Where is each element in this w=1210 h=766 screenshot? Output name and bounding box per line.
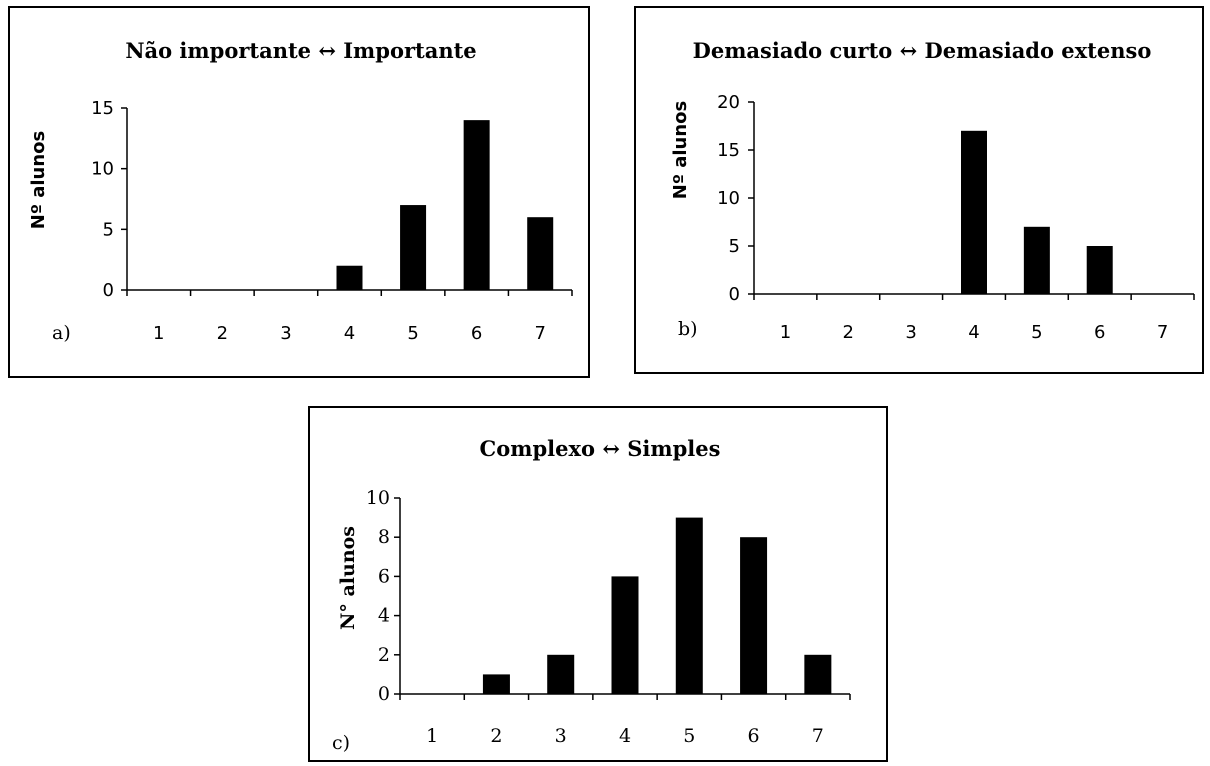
chart-a-x-tick-label: 5 — [407, 323, 418, 344]
chart-a-y-tick-label: 5 — [103, 219, 114, 240]
chart-c-panel-label: c) — [332, 732, 350, 754]
chart-a-x-tick-label: 7 — [534, 323, 545, 344]
chart-c-title: Complexo ↔ Simples — [480, 436, 721, 461]
chart-c-y-tick-label: 6 — [378, 565, 390, 587]
chart-c-y-tick-label: 2 — [378, 644, 390, 666]
chart-a-bar-7 — [527, 217, 554, 290]
chart-b-y-tick-label: 5 — [729, 236, 740, 257]
chart-b-y-tick-label: 0 — [729, 284, 740, 305]
chart-b-bar-5 — [1023, 226, 1050, 294]
chart-a-y-tick-label: 0 — [103, 280, 114, 301]
chart-panel-b: Demasiado curto ↔ Demasiado extenso Nº a… — [634, 6, 1204, 374]
chart-b-plot: 0 5 10 15 20 1 2 3 4 5 6 7 — [717, 92, 1195, 343]
chart-c-y-tick-label: 10 — [366, 487, 390, 509]
chart-c-y-tick-label: 4 — [378, 605, 390, 627]
chart-c-y-tick-label: 0 — [378, 683, 390, 705]
chart-c-y-tick-label: 8 — [378, 526, 390, 548]
chart-a-x-tick-label: 6 — [471, 323, 482, 344]
chart-a-title: Não importante ↔ Importante — [125, 38, 476, 63]
chart-c-bar-4 — [611, 576, 639, 694]
chart-c-bar-5 — [675, 517, 703, 694]
chart-c-x-tick-label: 1 — [426, 725, 438, 747]
chart-b-svg: Demasiado curto ↔ Demasiado extenso Nº a… — [670, 38, 1195, 343]
chart-a-panel-label: a) — [52, 322, 71, 344]
chart-c-x-tick-label: 4 — [619, 725, 631, 747]
chart-a-y-tick-label: 10 — [91, 159, 114, 180]
chart-b-y-tick-label: 10 — [717, 188, 740, 209]
chart-a-bar-4 — [336, 265, 363, 290]
chart-a-ylabel: Nº alunos — [28, 131, 49, 230]
chart-c-x-tick-label: 5 — [683, 725, 695, 747]
chart-b-x-tick-label: 7 — [1157, 322, 1168, 343]
chart-a-plot: 0 5 10 15 1 2 3 4 5 6 7 — [91, 98, 573, 344]
chart-b-x-tick-label: 2 — [843, 322, 854, 343]
chart-c-bar-3 — [547, 654, 575, 694]
chart-b-bar-6 — [1086, 246, 1113, 294]
chart-b-title: Demasiado curto ↔ Demasiado extenso — [693, 38, 1152, 63]
chart-b-x-tick-label: 6 — [1094, 322, 1105, 343]
chart-c-x-tick-label: 6 — [748, 725, 760, 747]
chart-c-x-tick-label: 7 — [812, 725, 824, 747]
chart-c-bar-7 — [804, 654, 832, 694]
chart-a-y-tick-label: 15 — [91, 98, 114, 119]
chart-panel-a: Não importante ↔ Importante Nº alunos a)… — [8, 6, 590, 378]
chart-panel-c: Complexo ↔ Simples N° alunos c) 0 2 4 6 8 10 1… — [308, 406, 888, 762]
chart-c-x-tick-label: 2 — [490, 725, 502, 747]
chart-b-x-tick-label: 4 — [968, 322, 979, 343]
chart-b-x-tick-label: 3 — [905, 322, 916, 343]
chart-a-bar-5 — [400, 205, 427, 290]
chart-b-panel-label: b) — [678, 318, 698, 340]
chart-b-ylabel: Nº alunos — [670, 101, 691, 200]
chart-a-x-tick-label: 2 — [217, 323, 228, 344]
chart-b-y-tick-label: 15 — [717, 140, 740, 161]
chart-b-x-tick-label: 1 — [780, 322, 791, 343]
chart-c-x-tick-label: 3 — [555, 725, 567, 747]
chart-c-ylabel: N° alunos — [337, 526, 359, 630]
chart-a-bar-6 — [463, 120, 490, 290]
chart-b-bar-4 — [961, 130, 987, 294]
chart-a-x-tick-label: 4 — [344, 323, 355, 344]
chart-b-y-tick-label: 20 — [717, 92, 740, 113]
chart-a-x-tick-label: 3 — [280, 323, 291, 344]
chart-a-svg: Não importante ↔ Importante Nº alunos a)… — [28, 38, 573, 344]
chart-c-bar-6 — [740, 537, 768, 694]
chart-c-svg: Complexo ↔ Simples N° alunos c) 0 2 4 6 8 10 1… — [332, 436, 851, 754]
chart-a-x-tick-label: 1 — [153, 323, 164, 344]
chart-b-x-tick-label: 5 — [1031, 322, 1042, 343]
chart-c-bar-2 — [482, 674, 510, 694]
